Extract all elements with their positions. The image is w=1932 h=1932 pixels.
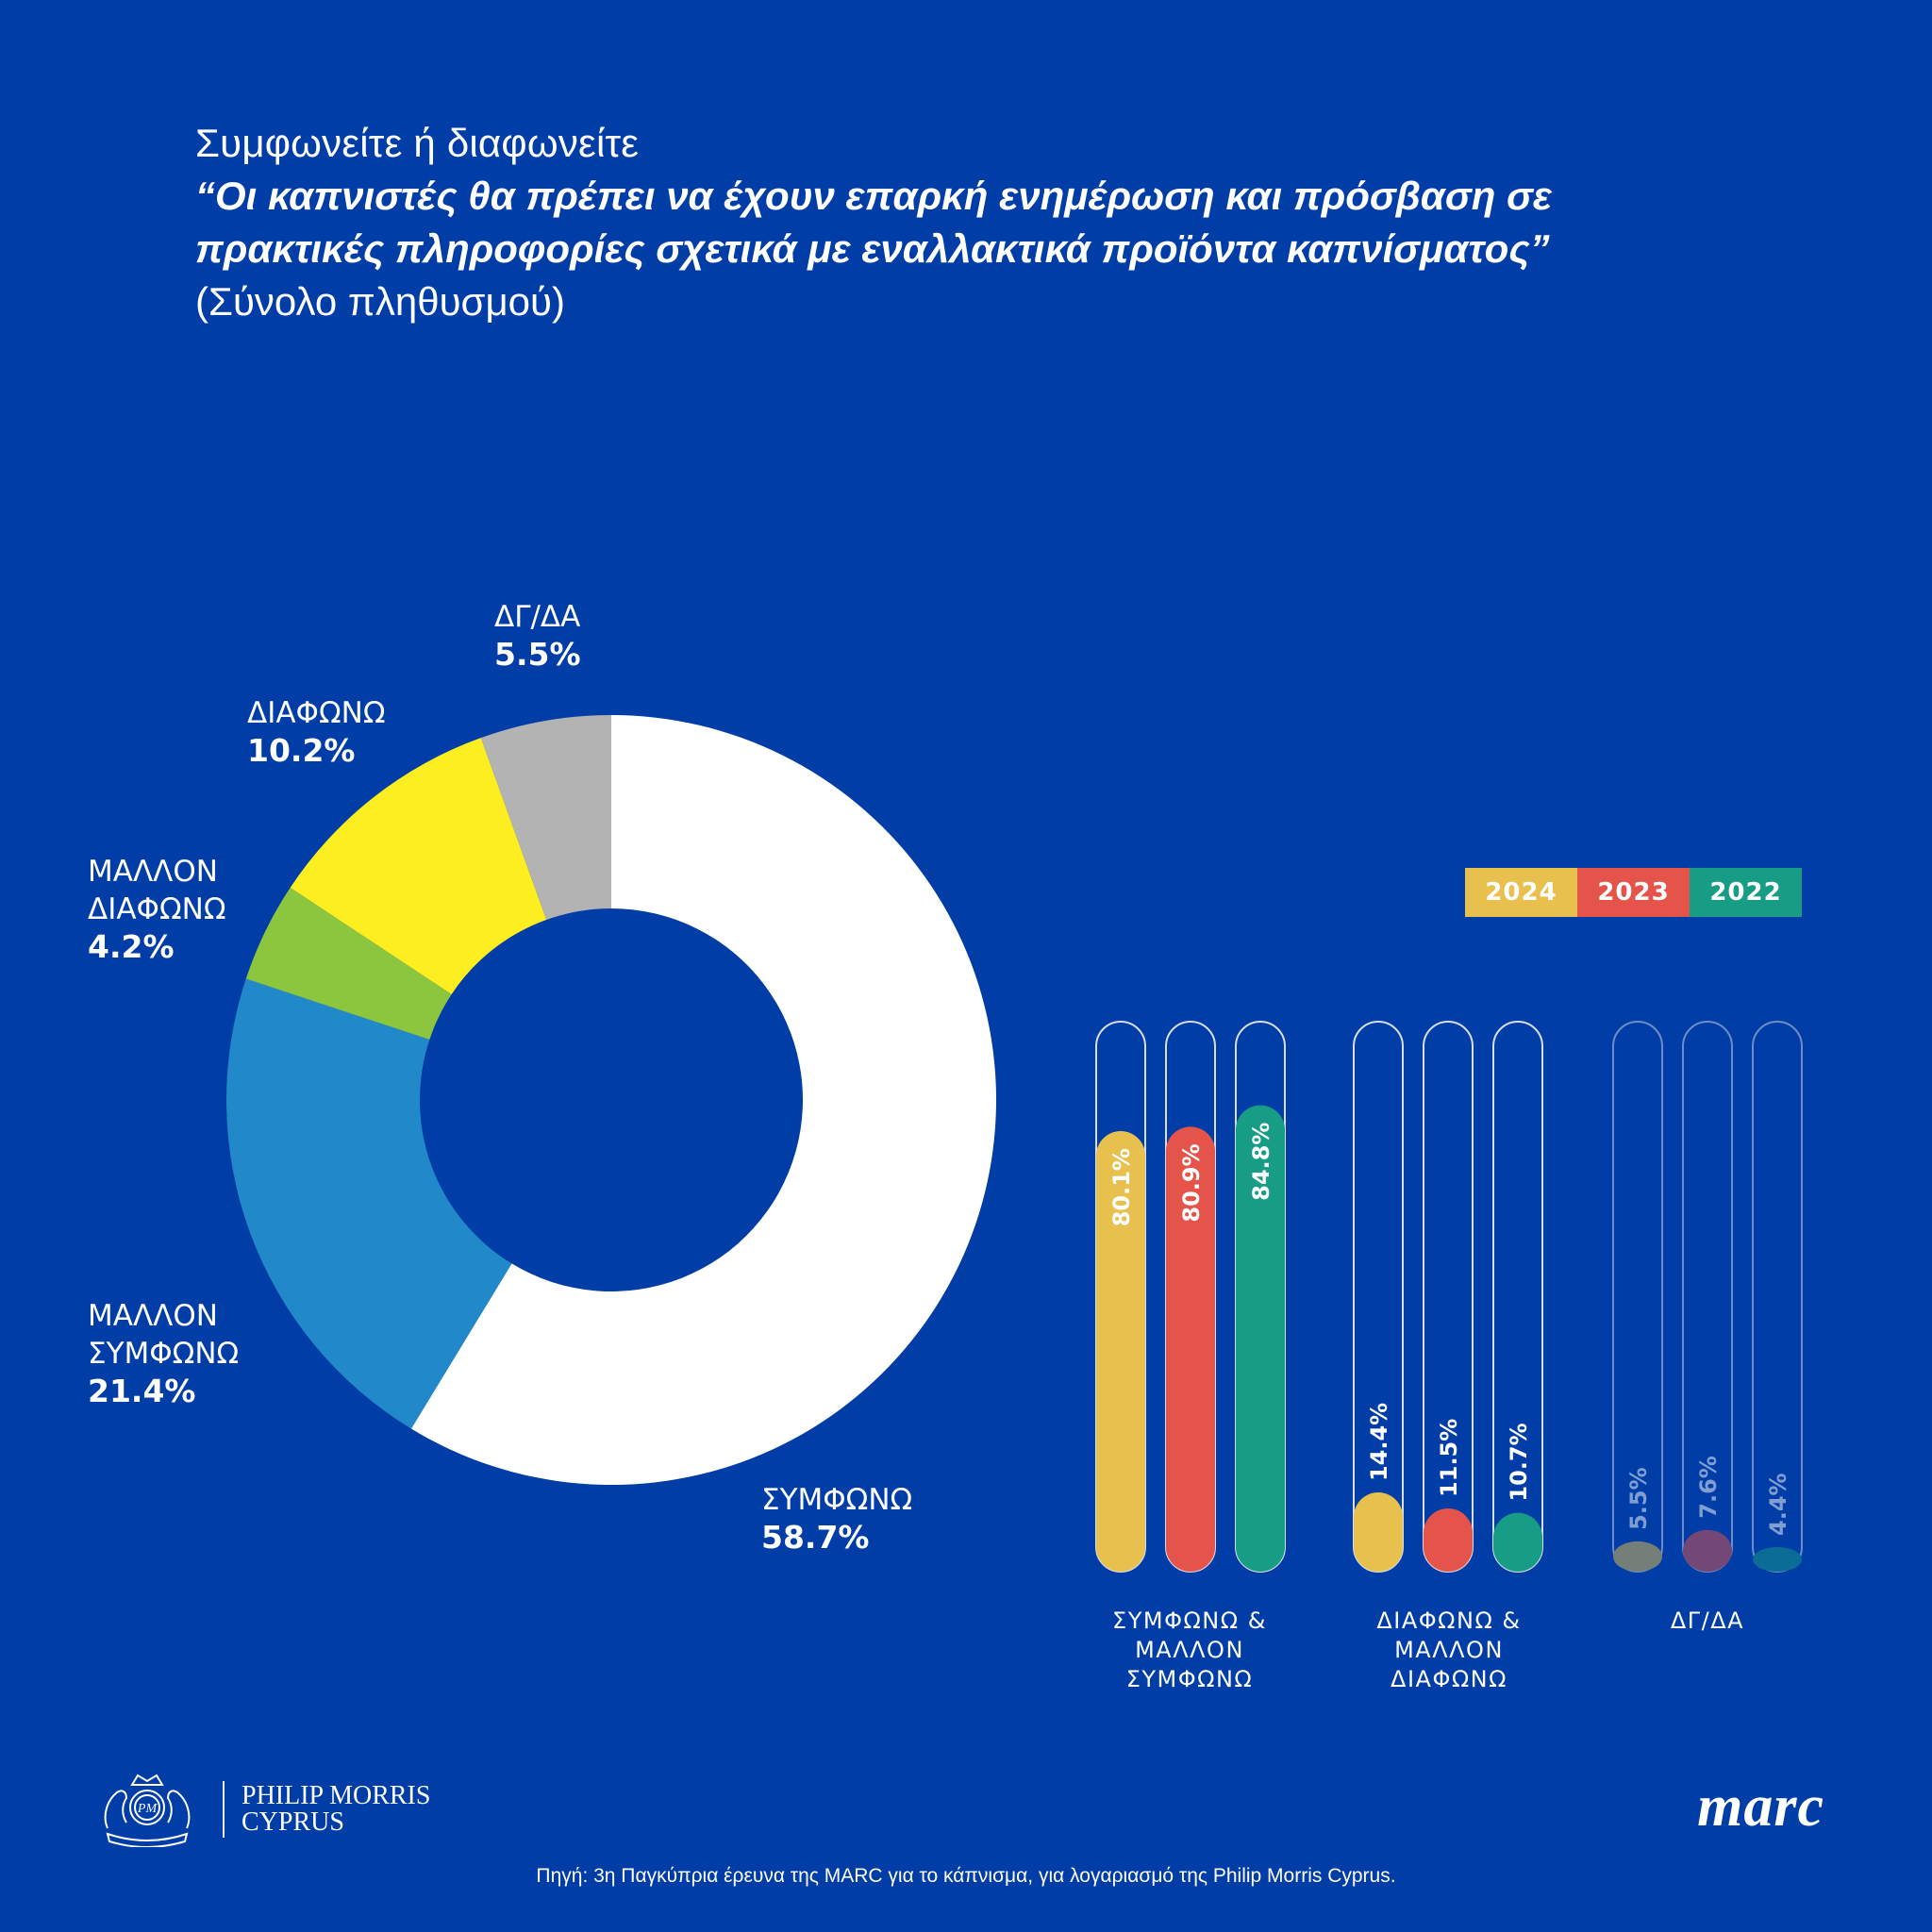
slice-value: 10.2% bbox=[247, 732, 356, 769]
bar-value-label: 84.8% bbox=[1248, 1123, 1274, 1201]
donut-slice-1 bbox=[226, 978, 512, 1429]
pm-wordmark-line1: PHILIP MORRIS bbox=[242, 1781, 431, 1810]
slice-value: 4.2% bbox=[88, 928, 175, 965]
donut-slice-4 bbox=[480, 715, 611, 921]
donut-slice-3 bbox=[290, 738, 547, 995]
bar-value-label: 7.6% bbox=[1695, 1456, 1722, 1519]
population-subtitle: (Σύνολο πληθυσμού) bbox=[195, 279, 565, 324]
pm-crest-icon: PM bbox=[104, 1774, 191, 1847]
slice-label-disagree: ΔΙΑΦΩΝΩ 10.2% bbox=[247, 694, 386, 770]
bar-fill-2023 bbox=[1424, 1507, 1473, 1572]
slice-value: 5.5% bbox=[494, 636, 581, 673]
bar-fill-2024 bbox=[1613, 1541, 1662, 1572]
bar-value-label: 11.5% bbox=[1436, 1419, 1462, 1497]
question-statement-line2: πρακτικές πληροφορίες σχετικά με εναλλακ… bbox=[195, 226, 1550, 271]
slice-name: ΔΓ/ΔΑ bbox=[494, 600, 581, 634]
bar-track bbox=[1353, 1021, 1404, 1573]
logo-divider bbox=[223, 1781, 225, 1838]
philip-morris-logo: PM PHILIP MORRIS CYPRUS bbox=[94, 1772, 430, 1847]
slice-label-dk-na: ΔΓ/ΔΑ 5.5% bbox=[494, 598, 581, 674]
pm-wordmark: PHILIP MORRIS CYPRUS bbox=[242, 1783, 430, 1836]
svg-text:PM: PM bbox=[137, 1802, 158, 1816]
slice-label-rather-agree: ΜΑΛΛΟΝ ΣΥΜΦΩΝΩ 21.4% bbox=[88, 1297, 276, 1410]
question-statement-line1: “Οι καπνιστές θα πρέπει να έχουν επαρκή … bbox=[195, 174, 1553, 218]
bar-group-1: 14.4% 11.5% 10.7% bbox=[1353, 1021, 1543, 1573]
slice-name: ΔΙΑΦΩΝΩ bbox=[247, 696, 386, 730]
bar-group-0: 80.1% 80.9% 84.8% bbox=[1095, 1021, 1286, 1573]
donut-slice-2 bbox=[245, 887, 452, 1041]
slice-name: ΜΑΛΛΟΝ ΔΙΑΦΩΝΩ bbox=[88, 855, 226, 926]
bar-group-2: 5.5% 7.6% 4.4% bbox=[1612, 1021, 1803, 1573]
slice-value: 58.7% bbox=[761, 1519, 870, 1556]
bar-value-label: 80.9% bbox=[1178, 1143, 1205, 1222]
year-legend: 2024 2023 2022 bbox=[1465, 868, 1802, 917]
legend-item-2024: 2024 bbox=[1465, 868, 1577, 917]
category-label-agree-total: ΣΥΜΦΩΝΩ & ΜΑΛΛΟΝ ΣΥΜΦΩΝΩ bbox=[1112, 1607, 1267, 1692]
slice-label-agree: ΣΥΜΦΩΝΩ 58.7% bbox=[761, 1481, 912, 1557]
slice-name: ΣΥΜΦΩΝΩ bbox=[761, 1483, 913, 1517]
bar-fill-2023 bbox=[1683, 1529, 1732, 1572]
bar-value-label: 4.4% bbox=[1765, 1473, 1791, 1536]
slice-value: 21.4% bbox=[88, 1373, 196, 1409]
donut-slice-0 bbox=[410, 715, 997, 1485]
pm-wordmark-line2: CYPRUS bbox=[242, 1807, 344, 1837]
bar-value-label: 14.4% bbox=[1366, 1403, 1392, 1481]
bar-fill-2023 bbox=[1166, 1126, 1215, 1572]
question-intro: Συμφωνείτε ή διαφωνείτε bbox=[195, 121, 640, 165]
category-label-disagree-total: ΔΙΑΦΩΝΩ & ΜΑΛΛΟΝ ΔΙΑΦΩΝΩ bbox=[1376, 1607, 1522, 1692]
source-note: Πηγή: 3η Παγκύπρια έρευνα της MARC για τ… bbox=[536, 1865, 1396, 1887]
bar-fill-2024 bbox=[1096, 1131, 1145, 1572]
bar-fill-2024 bbox=[1354, 1492, 1403, 1572]
legend-item-2022: 2022 bbox=[1690, 868, 1802, 917]
title-block: Συμφωνείτε ή διαφωνείτε “Οι καπνιστές θα… bbox=[195, 117, 1818, 328]
slice-label-rather-disagree: ΜΑΛΛΟΝ ΔΙΑΦΩΝΩ 4.2% bbox=[88, 853, 276, 966]
bar-value-label: 10.7% bbox=[1506, 1423, 1532, 1501]
bar-value-label: 80.1% bbox=[1108, 1148, 1135, 1226]
legend-item-2023: 2023 bbox=[1577, 868, 1690, 917]
bar-fill-2022 bbox=[1753, 1547, 1802, 1572]
slice-name: ΜΑΛΛΟΝ ΣΥΜΦΩΝΩ bbox=[88, 1299, 240, 1371]
bar-value-label: 5.5% bbox=[1625, 1467, 1652, 1530]
bar-fill-2022 bbox=[1236, 1105, 1285, 1572]
marc-logo: marc bbox=[1697, 1774, 1824, 1839]
category-label-dk-na: ΔΓ/ΔΑ bbox=[1670, 1607, 1745, 1634]
bar-fill-2022 bbox=[1493, 1512, 1542, 1572]
